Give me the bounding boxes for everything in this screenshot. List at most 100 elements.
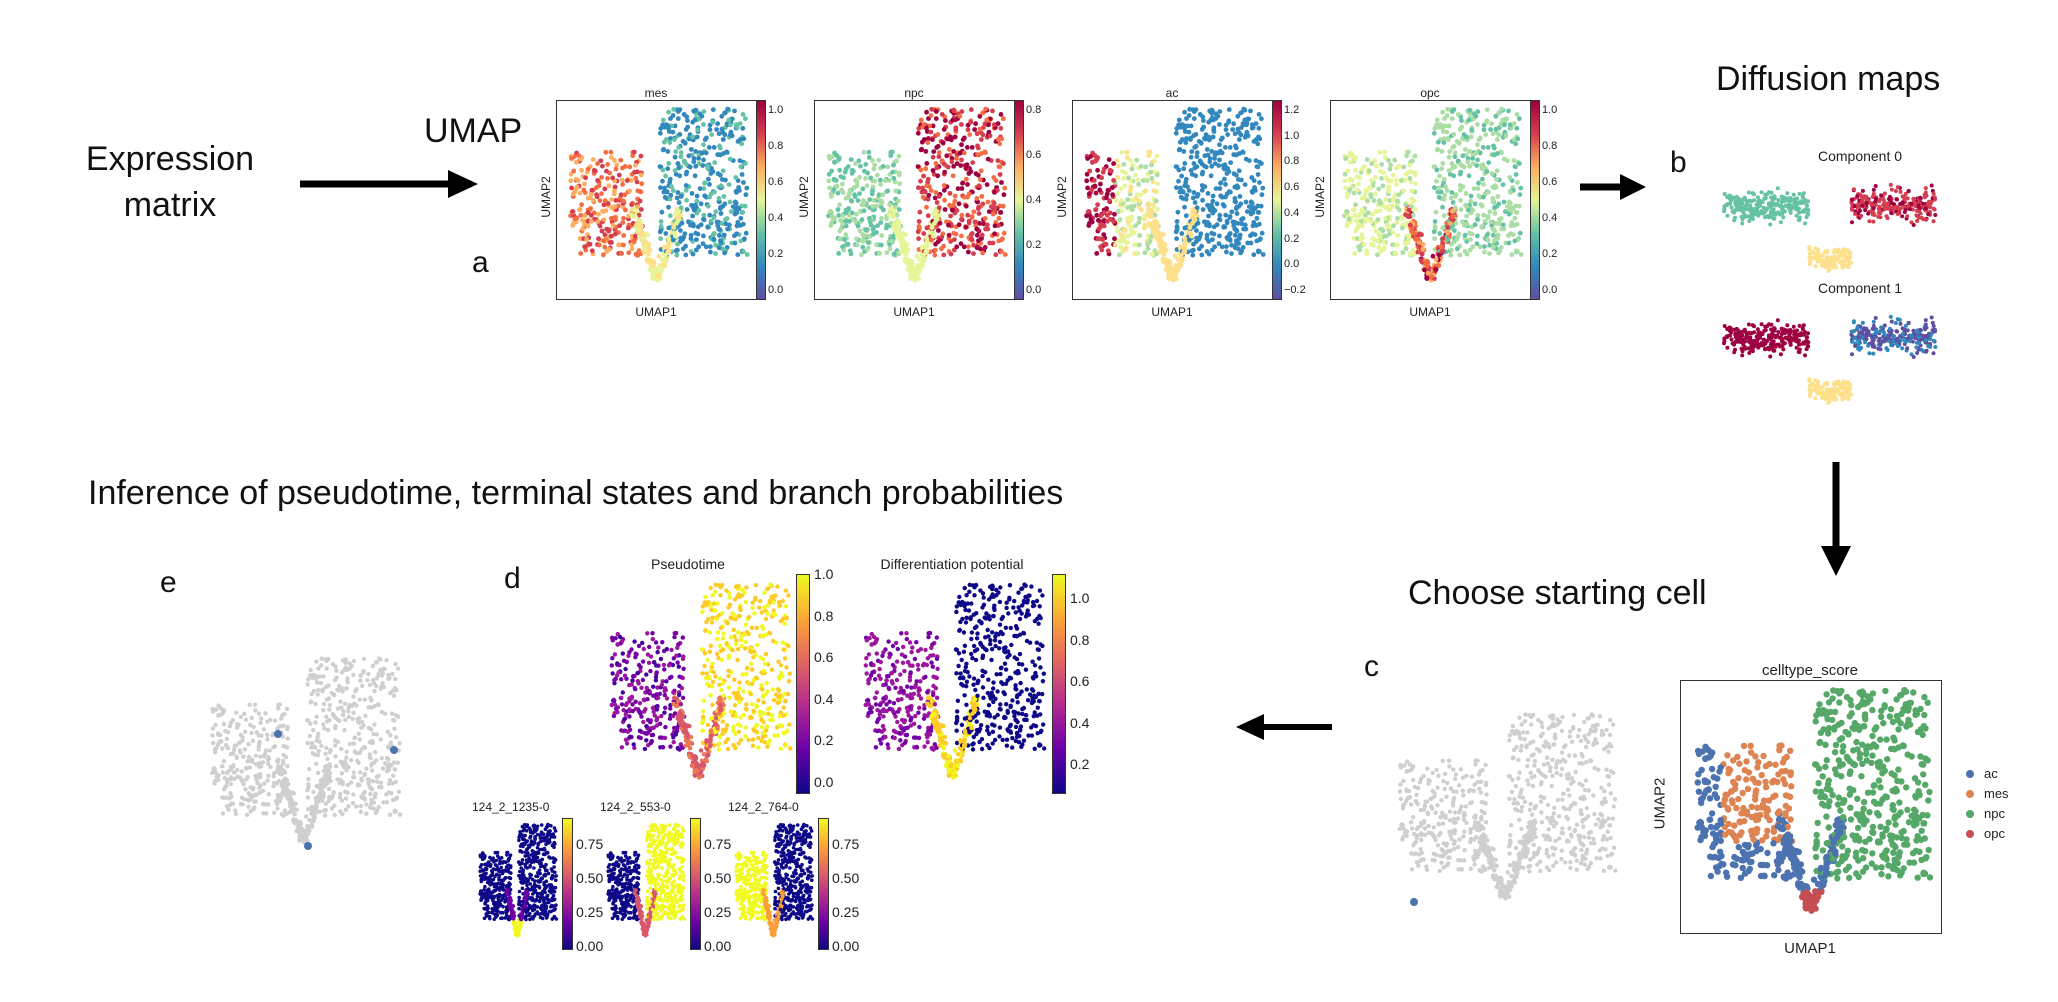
umap-colorbar — [756, 100, 766, 300]
colorbar-tick: 0.8 — [1070, 631, 1090, 648]
component-0-title: Component 0 — [1817, 148, 1903, 164]
celltype-score-plot — [1694, 687, 1934, 914]
legend-dot — [1966, 809, 1974, 818]
branch-scatter — [606, 822, 687, 938]
umap-ylabel: UMAP2 — [539, 176, 553, 218]
colorbar-tick: 0.2 — [1542, 248, 1558, 260]
legend-dot — [1966, 769, 1974, 778]
legend-dot — [1966, 789, 1974, 798]
potential-colorbar — [1052, 574, 1066, 794]
branch-colorbar — [562, 818, 573, 950]
component-0-plot — [1722, 182, 1938, 273]
branch-plot-title: 124_2_1235-0 — [472, 800, 550, 814]
legend-item-npc: npc — [1966, 806, 2005, 821]
legend-dot — [1966, 829, 1974, 838]
component-1-title: Component 1 — [1817, 280, 1903, 296]
colorbar-tick: −0.2 — [1284, 284, 1306, 296]
colorbar-tick: 0.75 — [576, 836, 604, 852]
umap-scatter — [568, 106, 750, 283]
branch-colorbar — [818, 818, 829, 950]
branch-colorbar — [690, 818, 701, 950]
colorbar-tick: 0.4 — [1542, 212, 1558, 224]
pseudotime-title: Pseudotime — [651, 556, 725, 572]
branch-scatter — [478, 822, 559, 938]
colorbar-tick: 0.6 — [1026, 149, 1042, 161]
umap-ylabel: UMAP2 — [797, 176, 811, 218]
colorbar-tick: 1.0 — [1284, 129, 1300, 142]
legend-item-ac: ac — [1966, 766, 1998, 781]
colorbar-tick: 0.8 — [768, 140, 784, 152]
colorbar-tick: 0.75 — [704, 836, 732, 852]
panel-letter-a: a — [472, 246, 489, 279]
colorbar-tick: 1.0 — [1070, 590, 1090, 606]
umap-ylabel: UMAP2 — [1055, 176, 1069, 218]
umap-colorbar — [1014, 100, 1024, 300]
colorbar-tick: 0.0 — [814, 774, 834, 790]
umap-plot-title: opc — [1420, 86, 1440, 100]
umap-xlabel: UMAP1 — [635, 305, 677, 319]
expression-matrix-label: Expression matrix — [85, 140, 255, 224]
legend-item-opc: opc — [1966, 826, 2005, 841]
colorbar-tick: 0.4 — [814, 690, 834, 707]
colorbar-tick: 0.0 — [768, 284, 784, 296]
branch-plot-title: 124_2_553-0 — [600, 800, 671, 814]
colorbar-tick: 0.4 — [1026, 194, 1042, 206]
panel-letter-d: d — [504, 562, 521, 595]
legend-item-mes: mes — [1966, 786, 2009, 801]
colorbar-tick: 0.50 — [704, 870, 732, 886]
colorbar-tick: 0.2 — [814, 732, 834, 749]
colorbar-tick: 0.4 — [768, 212, 784, 224]
choose-starting-cell-label: Choose starting cell — [1408, 574, 1707, 612]
umap-ylabel: UMAP2 — [1313, 176, 1327, 218]
component-1-plot — [1722, 314, 1938, 405]
arrow-down-to-c — [1821, 462, 1851, 576]
diffusion-maps-label: Diffusion maps — [1716, 60, 1941, 98]
colorbar-tick: 1.0 — [768, 104, 784, 116]
colorbar-tick: 0.0 — [1026, 284, 1042, 296]
umap-xlabel: UMAP1 — [893, 305, 935, 319]
colorbar-tick: 0.75 — [832, 836, 860, 852]
celltype-ylabel: UMAP2 — [1651, 777, 1669, 830]
pseudotime-colorbar — [796, 574, 810, 794]
legend-label: opc — [1984, 826, 2005, 841]
colorbar-tick: 0.00 — [832, 938, 860, 954]
umap-xlabel: UMAP1 — [1409, 305, 1451, 319]
celltype-score-frame — [1680, 680, 1942, 934]
colorbar-tick: 0.00 — [576, 938, 604, 954]
colorbar-tick: 1.0 — [1542, 104, 1558, 116]
colorbar-tick: 0.0 — [1284, 258, 1300, 271]
panel-letter-c: c — [1364, 650, 1379, 683]
umap-colorbar — [1272, 100, 1282, 300]
potential-plot — [863, 582, 1047, 780]
colorbar-tick: 0.2 — [1026, 239, 1042, 251]
umap-plot-title: npc — [904, 86, 924, 100]
colorbar-tick: 0.0 — [1542, 284, 1558, 296]
pseudotime-plot — [609, 582, 793, 780]
colorbar-tick: 0.8 — [1284, 155, 1300, 168]
legend-label: npc — [1984, 806, 2005, 821]
inference-label: Inference of pseudotime, terminal states… — [88, 474, 1064, 512]
colorbar-tick: 0.25 — [576, 904, 604, 920]
terminal-states-plot — [210, 656, 403, 850]
legend-label: mes — [1984, 786, 2009, 801]
colorbar-tick: 0.2 — [1070, 756, 1090, 772]
branch-plot-title: 124_2_764-0 — [728, 800, 799, 814]
umap-scatter — [1084, 106, 1266, 283]
colorbar-tick: 0.4 — [1070, 714, 1090, 731]
colorbar-tick: 1.0 — [814, 566, 834, 582]
starting-cell-plot — [1397, 712, 1618, 906]
colorbar-tick: 0.2 — [1284, 232, 1300, 245]
umap-xlabel: UMAP1 — [1151, 305, 1193, 319]
colorbar-tick: 0.25 — [704, 904, 732, 920]
colorbar-tick: 0.8 — [814, 607, 834, 624]
umap-scatter — [826, 106, 1008, 283]
arrow-to-umap — [300, 170, 478, 198]
umap-label: UMAP — [424, 112, 523, 150]
umap-plot-title: mes — [644, 86, 668, 100]
panel-letter-e: e — [160, 566, 177, 599]
colorbar-tick: 1.2 — [1284, 104, 1300, 116]
potential-title: Differentiation potential — [880, 556, 1024, 572]
colorbar-tick: 0.8 — [1026, 104, 1042, 116]
colorbar-tick: 0.2 — [768, 248, 784, 260]
arrow-to-diffusion — [1580, 174, 1646, 200]
